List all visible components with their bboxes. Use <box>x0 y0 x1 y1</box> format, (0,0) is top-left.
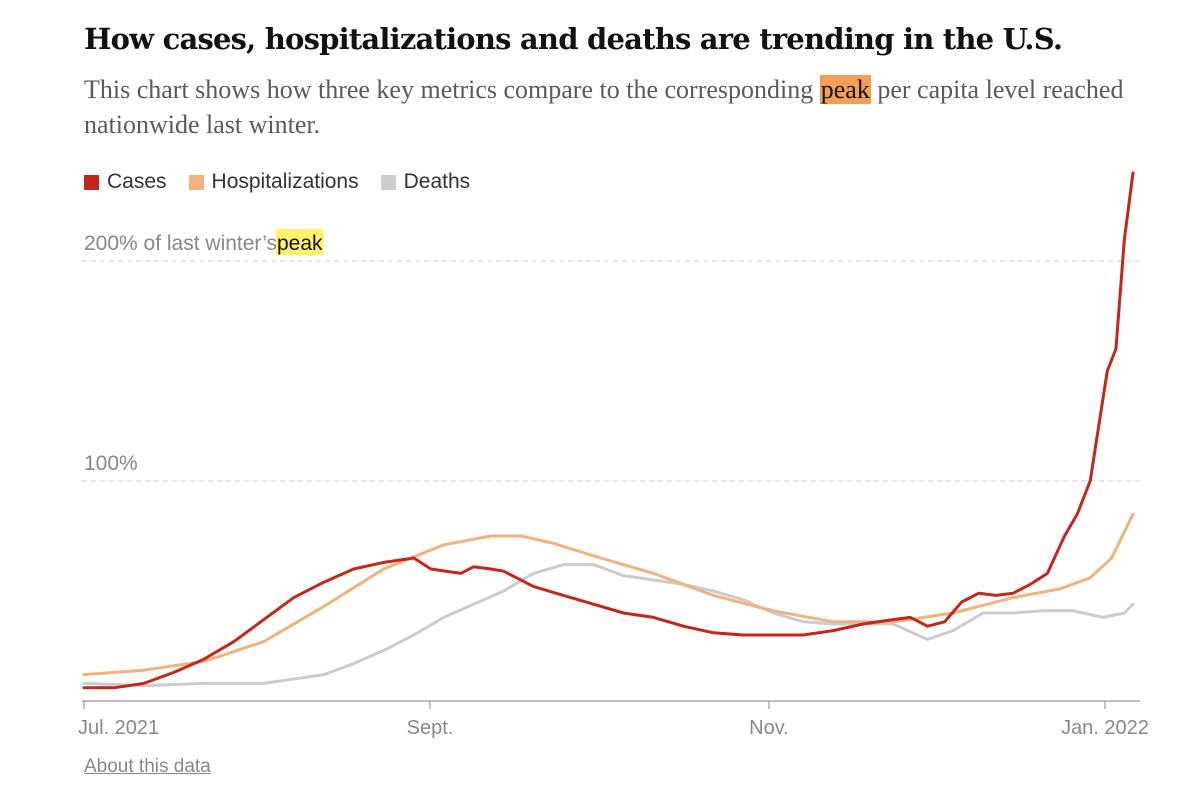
chart-subtitle: This chart shows how three key metrics c… <box>84 72 1144 142</box>
legend-swatch-cases <box>84 174 99 190</box>
series-line-cases <box>82 171 1135 690</box>
legend-label-hospitalizations: Hospitalizations <box>211 170 359 193</box>
y-tick-peak-highlight-bg <box>276 229 324 255</box>
legend-item-hospitalizations: Hospitalizations <box>188 170 359 194</box>
legend-label-deaths: Deaths <box>403 170 471 193</box>
y-tick-label-200: 200% of last winter’s <box>84 232 277 255</box>
subtitle-peak-highlight: peak <box>819 75 871 104</box>
legend-swatch-deaths <box>380 174 396 190</box>
x-tick-label-1: Sept. <box>407 717 454 739</box>
series-line-hospitalizations <box>82 512 1135 677</box>
legend-item-cases: Cases <box>84 170 167 194</box>
legend-swatch-hospitalizations <box>188 174 204 190</box>
y-tick-text-100: 100% <box>84 452 138 475</box>
x-axis: Jul. 2021 Sept. Nov. Jan. 2022 <box>78 700 1149 739</box>
y-tick-label-100: 100% <box>84 452 138 475</box>
x-tick-label-0: Jul. 2021 <box>78 717 159 739</box>
chart-title: How cases, hospitalizations and deaths a… <box>84 22 1063 56</box>
series-lines <box>82 171 1135 690</box>
subtitle-text-before: This chart shows how three key metrics c… <box>84 75 820 104</box>
about-data-link[interactable]: About this data <box>84 756 211 777</box>
chart-legend: Cases Hospitalizations Deaths <box>84 170 470 194</box>
series-line-deaths <box>82 563 1135 688</box>
x-tick-label-3: Jan. 2022 <box>1061 717 1149 739</box>
legend-item-deaths: Deaths <box>380 170 471 194</box>
subtitle-text-after: per capita level reached nationwide last… <box>84 75 1124 139</box>
x-tick-label-2: Nov. <box>749 717 789 739</box>
y-tick-peak-highlight: peak <box>277 232 323 255</box>
legend-label-cases: Cases <box>107 170 167 193</box>
y-tick-text-200: 200% of last winter’s <box>84 232 277 255</box>
gridlines: 100% 200% of last winter’s peak <box>82 229 1140 482</box>
